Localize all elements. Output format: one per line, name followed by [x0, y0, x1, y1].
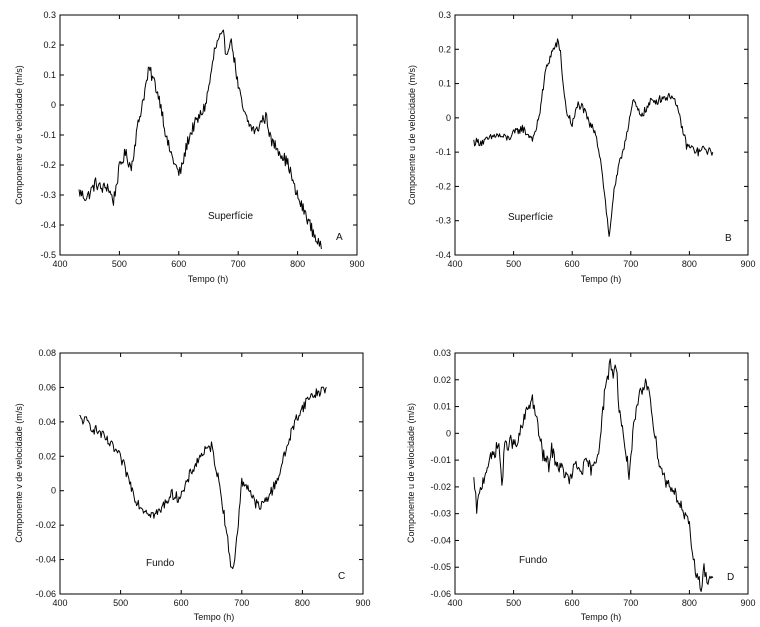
panel-d: 400 500 600 700 800 900 -0.06 -0.05 -0.04 -0.03 -0…	[406, 348, 756, 622]
x-tick-label: 700	[623, 598, 638, 608]
y-tick-label: -0.5	[40, 250, 56, 260]
y-tick-label: -0.3	[435, 216, 451, 226]
x-axis-label: Tempo (h)	[581, 274, 622, 284]
x-tick-label: 400	[52, 259, 67, 269]
x-tick-label: 500	[112, 259, 127, 269]
y-tick-label: -0.06	[35, 589, 56, 599]
x-tick-label: 900	[355, 598, 370, 608]
y-tick-label: -0.4	[40, 220, 56, 230]
y-axis-label: Componente u de velocidade (m/s)	[406, 403, 416, 543]
x-tick-label: 500	[506, 598, 521, 608]
x-axis-label: Tempo (h)	[581, 612, 622, 622]
panel-a: 400 500 600 700 800 900 -0.5 -0.4 -0.3 -0.2 -0.1 0 0…	[14, 10, 365, 284]
y-tick-label: 0.06	[38, 382, 56, 392]
y-tick-label: -0.1	[40, 130, 56, 140]
x-tick-label: 400	[447, 259, 462, 269]
y-tick-label: 0.1	[43, 70, 56, 80]
series-line	[473, 358, 714, 592]
y-tick-label: 0.2	[438, 44, 451, 54]
x-tick-label: 600	[565, 598, 580, 608]
y-tick-label: -0.06	[430, 589, 451, 599]
x-tick-label: 600	[171, 259, 186, 269]
y-tick-label: 0	[446, 113, 451, 123]
panel-annotation: Superfície	[208, 211, 253, 222]
x-tick-label: 900	[349, 259, 364, 269]
y-tick-label: 0.02	[433, 375, 451, 385]
y-tick-label: -0.3	[40, 190, 56, 200]
y-tick-label: 0	[51, 100, 56, 110]
x-tick-label: 400	[447, 598, 462, 608]
y-tick-label: 0.3	[43, 10, 56, 20]
y-tick-label: -0.02	[430, 482, 451, 492]
panel-b: 400 500 600 700 800 900 -0.4 -0.3 -0.2 -0.1 0 0.1 0.…	[407, 10, 756, 284]
x-tick-label: 800	[295, 598, 310, 608]
panel-letter: C	[338, 571, 345, 582]
x-tick-label: 600	[174, 598, 189, 608]
x-tick-label: 500	[113, 598, 128, 608]
panel-annotation: Fundo	[519, 555, 548, 566]
y-tick-label: 0.2	[43, 40, 56, 50]
plot-frame	[454, 14, 749, 256]
y-tick-label: 0.03	[433, 348, 451, 358]
y-tick-label: 0.01	[433, 402, 451, 412]
y-tick-label: 0.02	[38, 451, 56, 461]
panel-letter: D	[727, 572, 734, 583]
y-tick-label: -0.02	[35, 520, 56, 530]
y-tick-label: -0.01	[430, 455, 451, 465]
x-tick-label: 800	[682, 259, 697, 269]
y-tick-label: -0.05	[430, 562, 451, 572]
y-tick-label: -0.2	[40, 160, 56, 170]
x-axis-label: Tempo (h)	[194, 612, 235, 622]
y-tick-label: 0.3	[438, 10, 451, 20]
x-tick-label: 600	[565, 259, 580, 269]
y-axis-label: Componente v de velocidade (m/s)	[14, 65, 24, 205]
y-axis-label: Componente u de velocidade (m/s)	[407, 65, 417, 205]
plot-frame	[454, 352, 749, 595]
x-axis-label: Tempo (h)	[188, 274, 229, 284]
x-tick-label: 700	[623, 259, 638, 269]
panel-annotation: Superfície	[508, 212, 553, 223]
y-tick-label: -0.04	[430, 535, 451, 545]
panel-letter: B	[725, 233, 732, 244]
x-tick-label: 700	[234, 598, 249, 608]
y-tick-label: -0.4	[435, 250, 451, 260]
y-tick-label: -0.04	[35, 555, 56, 565]
x-tick-label: 800	[290, 259, 305, 269]
x-tick-label: 500	[506, 259, 521, 269]
panel-annotation: Fundo	[146, 558, 175, 569]
y-tick-label: 0.08	[38, 348, 56, 358]
plot-frame	[59, 352, 364, 595]
y-tick-label: -0.2	[435, 181, 451, 191]
series-line	[78, 29, 322, 250]
series-line	[473, 38, 714, 237]
y-axis-label: Componente v de velocidade (m/s)	[14, 403, 24, 543]
y-tick-label: 0	[446, 428, 451, 438]
y-tick-label: 0	[51, 486, 56, 496]
y-tick-label: -0.03	[430, 509, 451, 519]
x-tick-label: 900	[740, 259, 755, 269]
panel-c: 400 500 600 700 800 900 -0.06 -0.04 -0.02 0 0.02 0.…	[14, 348, 371, 622]
x-tick-label: 800	[682, 598, 697, 608]
series-line	[79, 386, 327, 570]
x-tick-label: 400	[52, 598, 67, 608]
x-tick-label: 900	[740, 598, 755, 608]
y-tick-label: 0.04	[38, 417, 56, 427]
y-tick-label: 0.1	[438, 79, 451, 89]
panel-letter: A	[336, 232, 343, 243]
y-tick-label: -0.1	[435, 147, 451, 157]
x-tick-label: 700	[231, 259, 246, 269]
